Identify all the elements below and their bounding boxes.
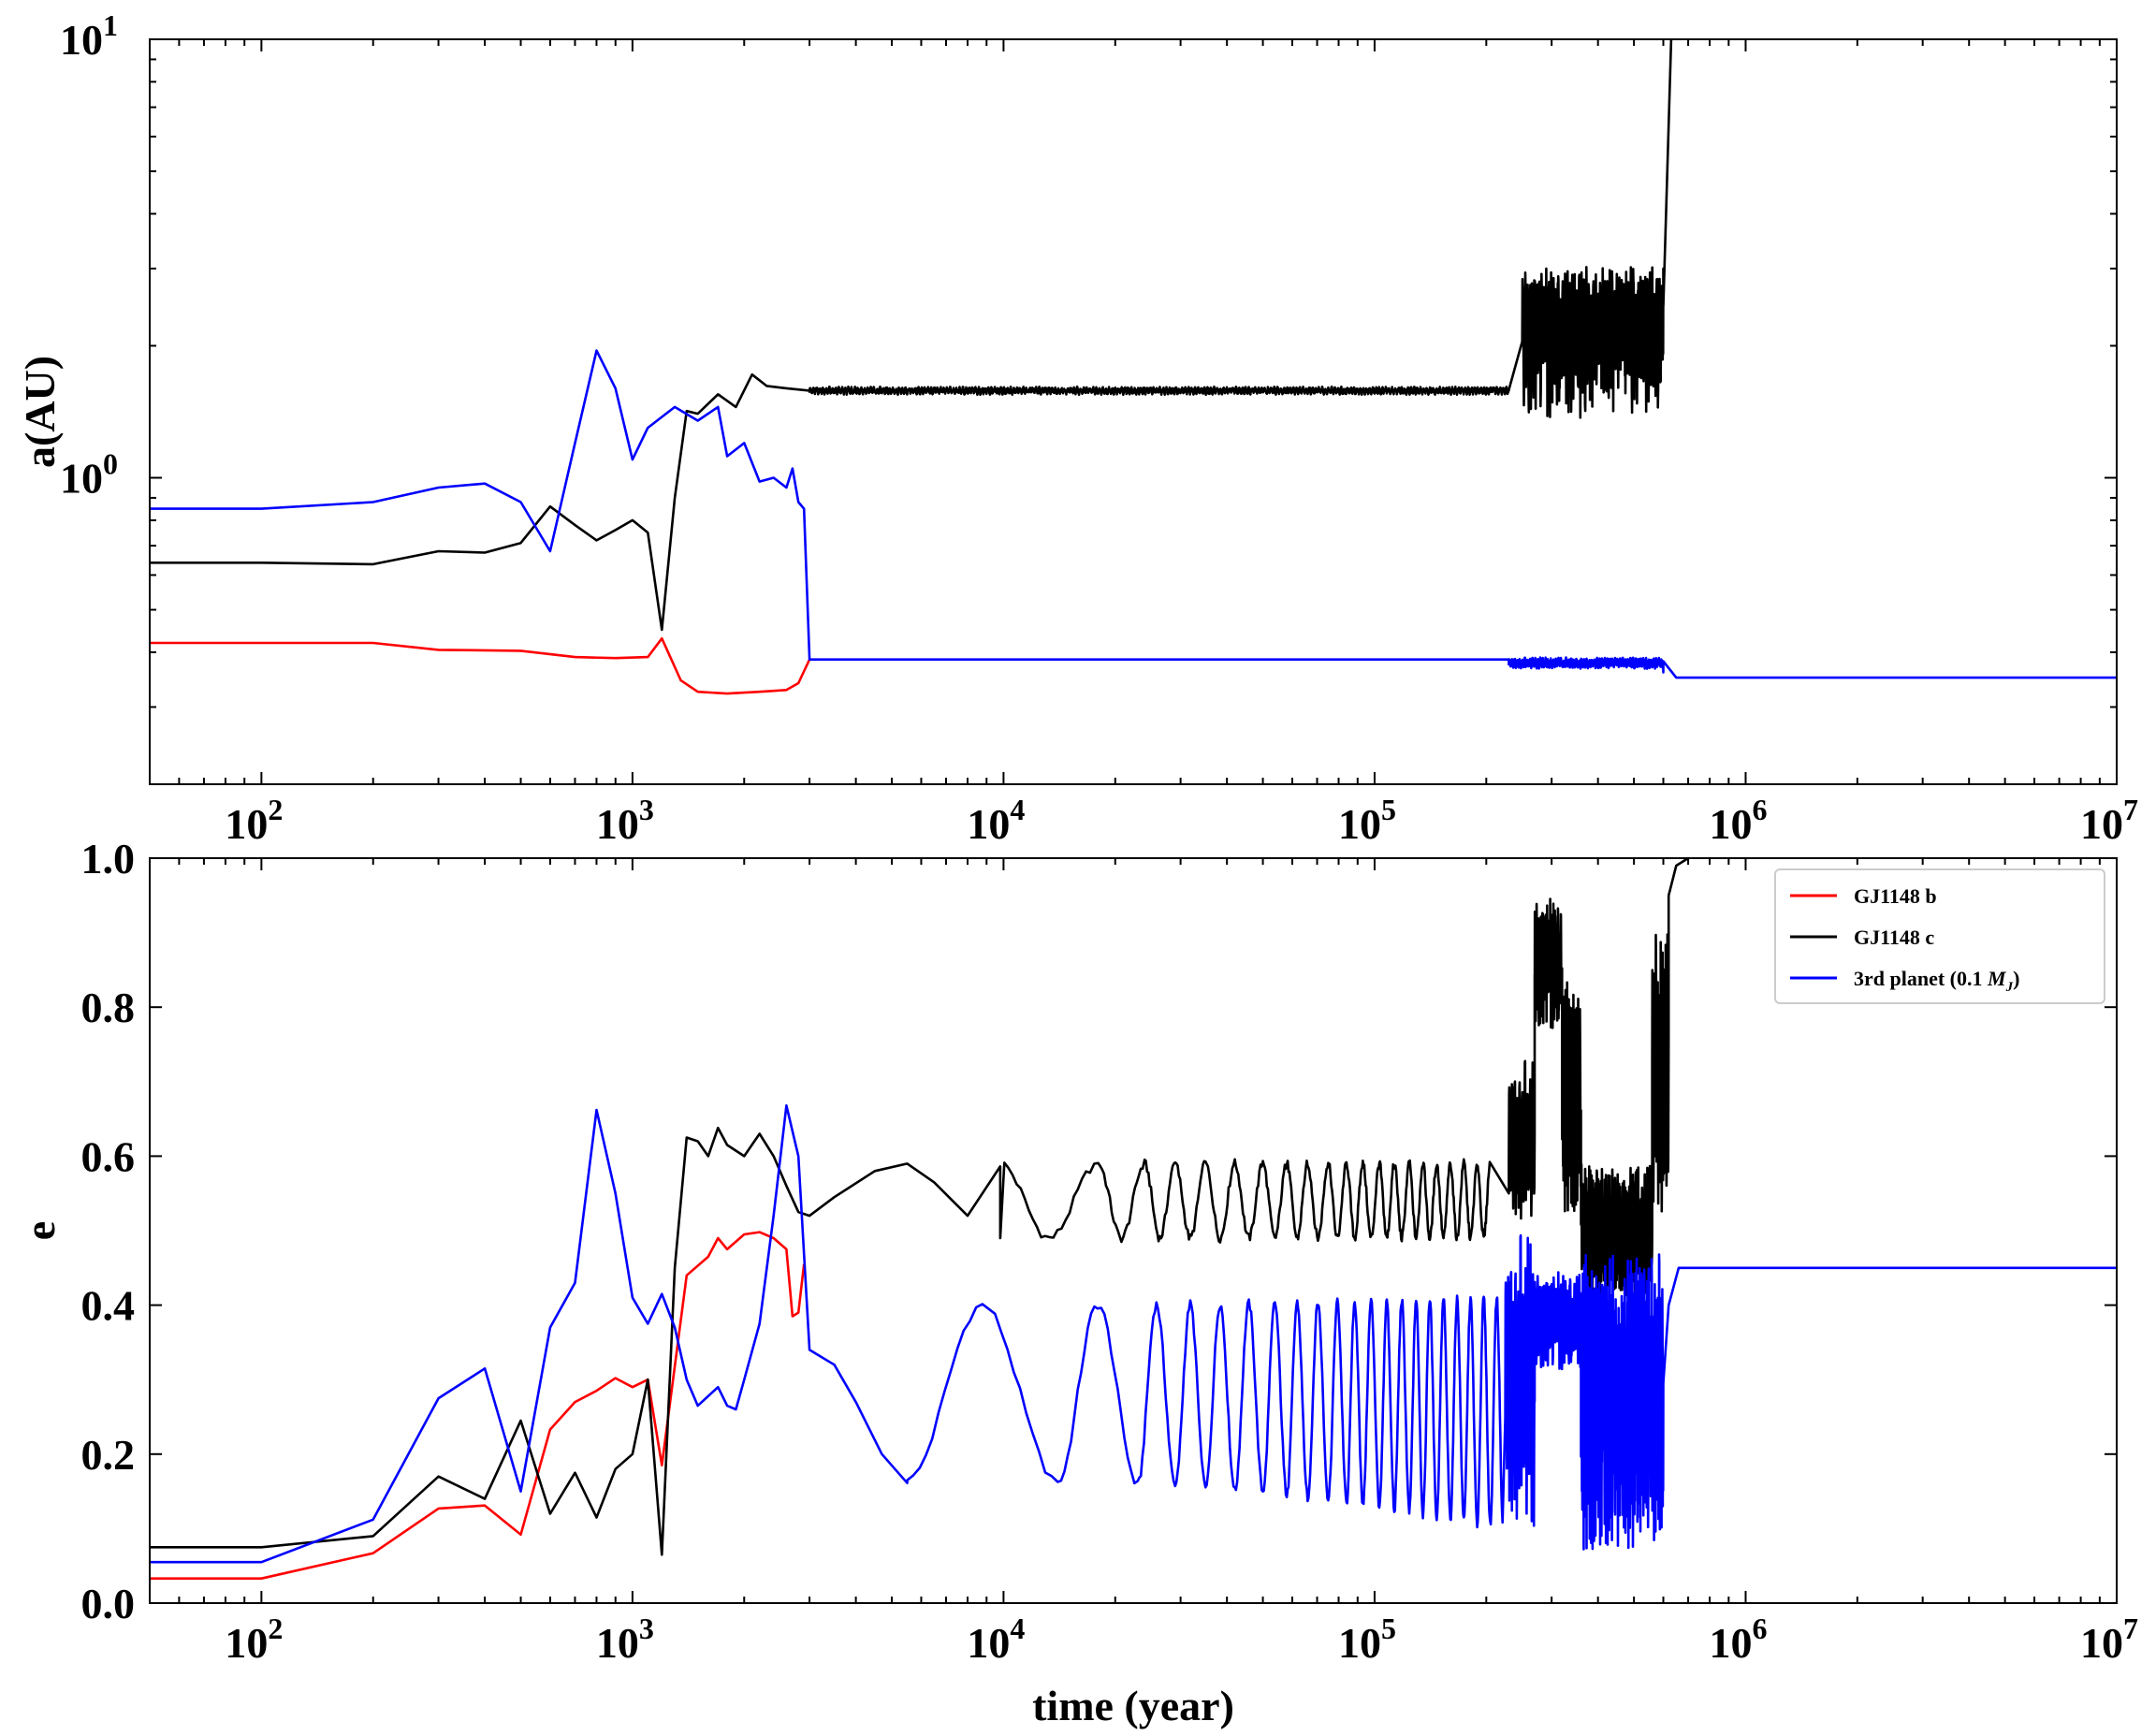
series-line-gj1148-c: [150, 39, 1673, 632]
plot-frame: [149, 38, 2118, 785]
series-line-3rd-planet-0-1-m-j: [150, 1104, 2117, 1564]
legend-label: 3rd planet (0.1 MJ): [1854, 967, 2019, 995]
y-tick-label: 1.0: [81, 835, 136, 883]
panel-eccentricity: 102 103 104 105 106 1070.00.20.40.60.81.0etim…: [16, 835, 2138, 1729]
series-line-gj1148-b: [150, 636, 811, 695]
series-line-gj1148-c: [150, 858, 1689, 1556]
series-line-3rd-planet-0-1-m-j: [150, 349, 2117, 679]
y-tick-label: 0.8: [81, 984, 136, 1031]
y-axis-label: e: [16, 1221, 64, 1240]
legend-label: GJ1148 b: [1854, 884, 1937, 908]
y-tick-label: 0.4: [81, 1282, 136, 1330]
legend-box: [1774, 868, 2105, 1004]
legend-label: GJ1148 c: [1854, 926, 1934, 949]
y-axis-label: a(AU): [16, 356, 64, 468]
legend: GJ1148 b GJ1148 c 3rd planet (0.1 MJ): [1774, 868, 2105, 1004]
x-axis-label: time (year): [1032, 1682, 1234, 1729]
series-group: [150, 39, 2117, 695]
series-line-gj1148-b: [150, 1231, 806, 1580]
y-tick-label: 0.0: [81, 1580, 136, 1627]
series-group: [150, 858, 2117, 1580]
plot-frame: [149, 857, 2118, 1604]
y-tick-label: 100: [60, 447, 118, 503]
y-tick-label: 0.2: [81, 1431, 136, 1479]
y-tick-label: 0.6: [81, 1132, 136, 1180]
x-tick-label: 104: [967, 1612, 1025, 1667]
